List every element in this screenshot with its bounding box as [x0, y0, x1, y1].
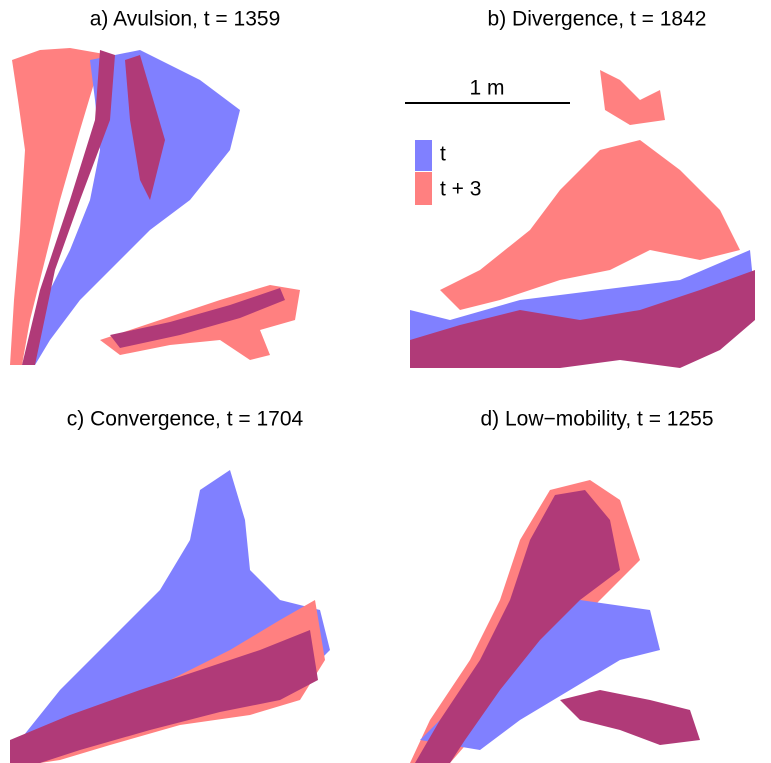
channel-map-b	[410, 70, 755, 368]
legend-swatch	[415, 172, 432, 205]
legend-swatch	[415, 140, 432, 171]
scale-bar-label: 1 m	[469, 77, 504, 100]
legend-label: t + 3	[440, 178, 481, 201]
legend-label: t	[440, 143, 446, 166]
channel-map-c	[10, 470, 330, 763]
channel-map-d	[410, 480, 700, 763]
panel-title: c) Convergence, t = 1704	[67, 408, 304, 431]
panel-title: b) Divergence, t = 1842	[488, 8, 707, 31]
channel-map-a	[10, 48, 300, 365]
figure: a) Avulsion, t = 1359 b) Divergence, t =…	[0, 0, 771, 763]
panel-title: d) Low−mobility, t = 1255	[480, 408, 713, 431]
panel-title: a) Avulsion, t = 1359	[90, 8, 281, 31]
